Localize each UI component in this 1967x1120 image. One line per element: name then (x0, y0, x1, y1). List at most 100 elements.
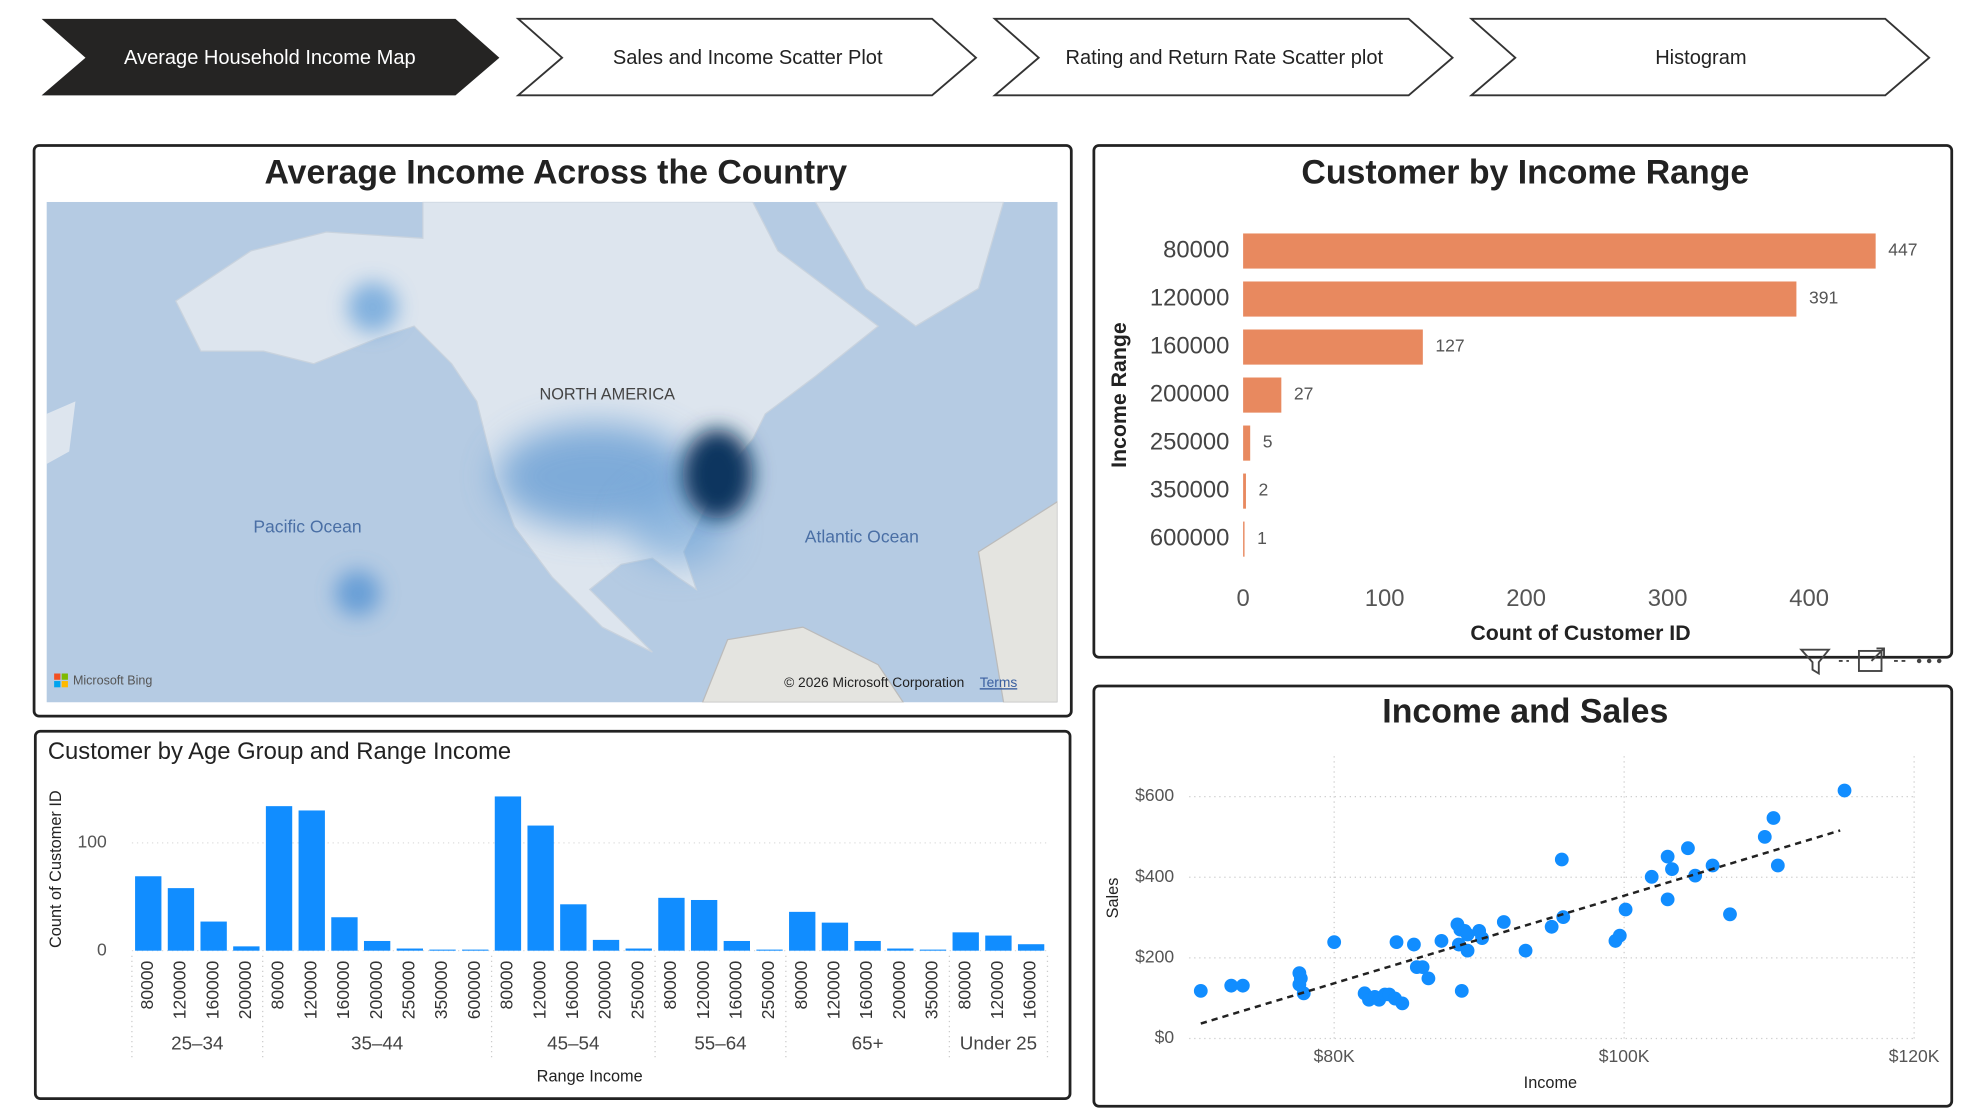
x-tick-label: 80000 (660, 960, 680, 1009)
point (1518, 943, 1533, 958)
group-label: 45–54 (547, 1033, 599, 1054)
heat-spot (347, 282, 398, 333)
trend-line (1200, 829, 1841, 1025)
y-tick-label: $400 (1135, 866, 1174, 886)
point (1460, 927, 1475, 942)
x-tick-label: 250000 (627, 960, 647, 1019)
x-tick-label: 120000 (987, 960, 1007, 1019)
point (1618, 902, 1633, 917)
x-tick-label: $120K (1889, 1046, 1940, 1066)
y-tick-label: 600000 (1150, 524, 1229, 551)
x-tick-label: 120000 (170, 960, 190, 1019)
point (1389, 935, 1404, 950)
map[interactable]: NORTH AMERICA Pacific Ocean Atlantic Oce… (46, 201, 1058, 703)
tab[interactable] (1468, 17, 1931, 97)
bar (527, 825, 554, 951)
x-axis-title: Income (1524, 1074, 1577, 1092)
x-tick-label: 80000 (791, 960, 811, 1009)
bar (1243, 329, 1423, 365)
logo (54, 673, 61, 680)
attribution: Microsoft Bing (73, 673, 152, 687)
tab-label[interactable]: Sales and Income Scatter Plot (613, 47, 883, 69)
point (1766, 811, 1781, 825)
point (1327, 935, 1342, 950)
point (1757, 830, 1772, 844)
group-label: 65+ (852, 1033, 884, 1054)
bar (1017, 944, 1045, 951)
x-tick-label: 80000 (954, 960, 974, 1009)
point (1705, 858, 1720, 873)
data-label: 1 (1257, 528, 1267, 548)
tab[interactable] (515, 17, 978, 97)
focus-icon[interactable] (1857, 649, 1883, 672)
tab-label[interactable]: Histogram (1655, 47, 1746, 69)
y-tick-label: $200 (1135, 946, 1174, 966)
point (1660, 849, 1675, 864)
point (1235, 978, 1250, 993)
income-range-panel (1092, 144, 1954, 659)
bar (1243, 425, 1251, 461)
group-label: 55–64 (694, 1033, 746, 1054)
y-tick-label: 0 (97, 939, 107, 959)
bar (1243, 521, 1245, 557)
y-tick-label: 120000 (1150, 284, 1229, 311)
x-tick-label: 600000 (464, 960, 484, 1019)
bar (200, 921, 227, 951)
bar (396, 948, 424, 951)
logo (61, 681, 68, 688)
map-label: NORTH AMERICA (539, 385, 675, 403)
data-label: 2 (1258, 480, 1268, 500)
point (1496, 915, 1511, 929)
bar (919, 949, 947, 951)
point (1460, 943, 1475, 958)
point (1556, 910, 1571, 925)
tab-label[interactable]: Average Household Income Map (124, 47, 416, 69)
filter-icon[interactable] (1799, 648, 1831, 676)
point (1395, 996, 1410, 1011)
x-tick-label: 300 (1648, 585, 1688, 612)
x-axis-title: Range Income (537, 1068, 643, 1086)
bar (821, 922, 849, 951)
chart-title: Customer by Age Group and Range Income (48, 738, 511, 765)
x-tick-label: 160000 (562, 960, 582, 1019)
more-options[interactable] (1916, 658, 1942, 664)
point (1415, 960, 1430, 975)
bar (592, 939, 620, 951)
tab[interactable] (41, 18, 500, 96)
x-tick-label: 200000 (595, 960, 615, 1019)
bar (625, 948, 652, 951)
point (1660, 892, 1675, 907)
group-label: 35–44 (351, 1033, 403, 1054)
x-tick-label: $100K (1599, 1046, 1650, 1066)
y-tick-label: 80000 (1163, 236, 1229, 263)
x-tick-label: 160000 (333, 960, 353, 1019)
bar (363, 940, 391, 951)
terms-link[interactable]: Terms (980, 675, 1018, 690)
point (1612, 928, 1627, 943)
bar (690, 899, 718, 951)
bar (167, 888, 195, 951)
chart-title: Customer by Income Range (1301, 153, 1749, 191)
point (1837, 783, 1852, 798)
x-tick-label: 160000 (725, 960, 745, 1019)
y-tick-label: $600 (1135, 785, 1174, 805)
bar (1243, 473, 1246, 509)
tab[interactable] (992, 17, 1455, 97)
y-tick-label: $0 (1155, 1027, 1175, 1047)
x-tick-label: 200 (1506, 585, 1546, 612)
bar (298, 810, 325, 951)
tab-label[interactable]: Rating and Return Rate Scatter plot (1066, 47, 1384, 69)
x-tick-label: $80K (1314, 1046, 1355, 1066)
point (1454, 984, 1469, 998)
x-tick-label: 80000 (497, 960, 517, 1009)
y-axis-title: Income Range (1107, 322, 1131, 468)
land (814, 201, 1005, 327)
point (1644, 869, 1659, 884)
y-tick-label: 250000 (1150, 428, 1229, 455)
y-tick-label: 350000 (1150, 476, 1229, 503)
point (1421, 971, 1436, 986)
bar (756, 949, 783, 951)
scatter-panel (1092, 684, 1954, 1108)
point (1723, 907, 1737, 922)
